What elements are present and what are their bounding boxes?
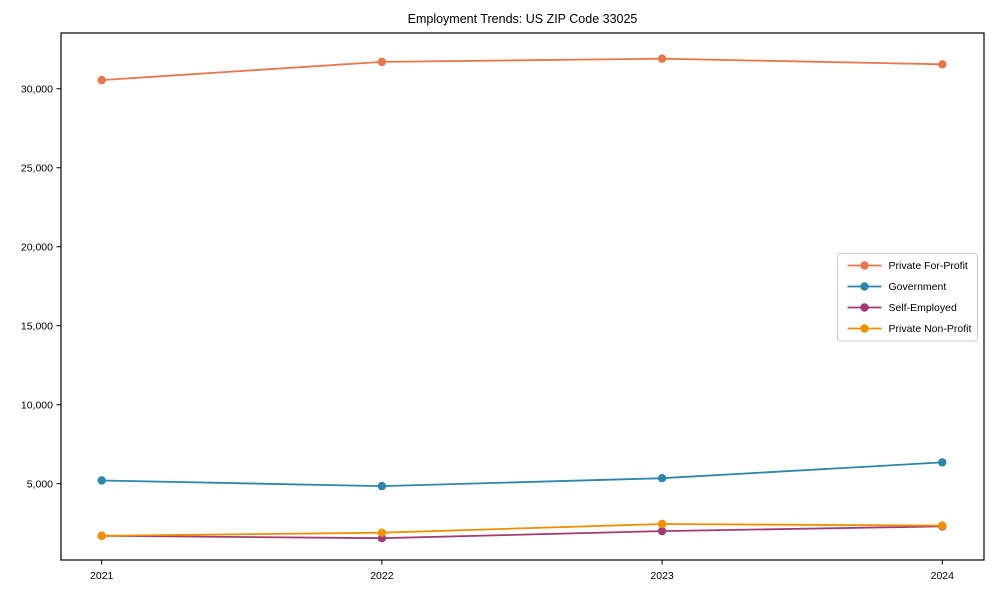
data-point [938,60,947,69]
data-point [938,458,947,467]
data-point [657,54,667,63]
legend-item: Private For-Profit [847,260,968,272]
data-point [377,57,387,67]
legend-box [837,253,978,342]
legend-item: Government [847,281,947,293]
legend-item: Self-Employed [847,302,957,314]
data-point [657,519,667,529]
x-tick-label: 2022 [370,570,394,582]
y-tick-label: 25,000 [21,162,53,174]
chart-title: Employment Trends: US ZIP Code 33025 [407,12,638,26]
legend: Private For-Profit Government Self-Employe… [837,253,978,342]
series-line [101,523,943,537]
y-tick-label: 10,000 [21,399,53,411]
data-point [657,474,667,483]
legend-marker-dot [860,303,869,312]
series-government [97,458,947,491]
series-line [101,461,943,488]
y-tick-label: 5,000 [27,478,53,490]
data-point [938,521,947,530]
legend-marker-dot [860,324,869,333]
series-line [101,525,943,540]
plot-frame [60,32,985,561]
series-private-for-profit [97,54,947,85]
x-tick-label: 2024 [931,570,955,582]
series-private-non-profit [97,519,947,540]
y-tick-label: 30,000 [21,83,53,95]
y-tick-label: 20,000 [21,241,53,253]
data-point [97,476,106,485]
legend-label: Government [889,281,947,293]
legend-label: Self-Employed [889,302,957,314]
data-point [97,75,106,85]
series-line [101,57,943,81]
legend-label: Private Non-Profit [889,323,972,335]
legend-item: Private Non-Profit [847,323,972,335]
legend-marker-dot [860,261,869,270]
x-tick-label: 2021 [90,570,114,582]
legend-label: Private For-Profit [889,260,968,272]
legend-marker-dot [860,282,869,291]
x-tick-label: 2023 [650,570,674,582]
data-point [97,531,106,540]
y-tick-label: 15,000 [21,320,53,332]
data-point [377,528,387,537]
data-point [657,526,667,536]
data-point [377,481,387,491]
